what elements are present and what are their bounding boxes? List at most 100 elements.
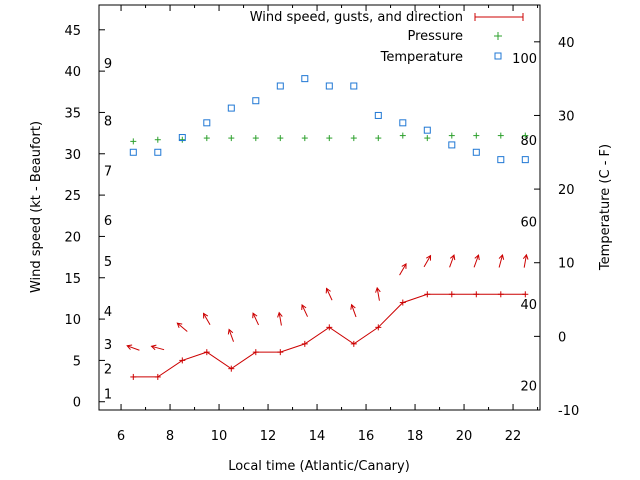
legend-temperature-marker — [494, 52, 502, 60]
temperature-point — [154, 148, 162, 156]
wind-speed-point — [130, 373, 137, 380]
wind-direction-arrow — [126, 344, 140, 351]
temperature-point — [178, 134, 186, 142]
x-tick-label: 22 — [505, 429, 522, 444]
beaufort-label: 5 — [104, 255, 112, 270]
beaufort-label: 8 — [104, 115, 112, 130]
beaufort-label: 3 — [104, 338, 112, 353]
arrow-head — [426, 254, 432, 261]
temperature-point — [325, 82, 333, 90]
pressure-point — [130, 138, 137, 145]
pressure-point — [252, 135, 259, 142]
wind-speed-point — [522, 291, 529, 298]
pressure-point — [326, 135, 333, 142]
temperature-point — [252, 97, 260, 105]
temperature-point — [374, 111, 382, 119]
y-left-tick-label: 40 — [64, 65, 81, 80]
wind-direction-arrow — [522, 253, 529, 268]
pressure-point — [154, 136, 161, 143]
pressure-point — [277, 135, 284, 142]
wind-speed-point — [301, 340, 308, 347]
fahrenheit-scale-labels: 20 40 60 80 100 — [512, 52, 537, 395]
arrow-shaft — [473, 254, 479, 268]
wind-direction-arrow — [227, 328, 234, 342]
wind-speed-point — [424, 291, 431, 298]
y-right-tick-label: 10 — [558, 257, 575, 272]
pressure-point — [399, 132, 406, 139]
beaufort-label: 2 — [104, 363, 112, 378]
temperature-point — [497, 156, 505, 164]
wind-speed-point — [448, 291, 455, 298]
x-tick-label: 10 — [211, 429, 228, 444]
arrow-head — [325, 287, 331, 294]
fahrenheit-label: 20 — [520, 380, 537, 395]
wind-speed-point — [473, 291, 480, 298]
legend-temperature-label: Temperature — [380, 50, 463, 65]
arrow-shaft — [523, 254, 527, 268]
wind-speed-point — [154, 373, 161, 380]
temperature-point — [350, 82, 358, 90]
pressure-point — [179, 136, 186, 143]
arrow-shaft — [203, 313, 211, 325]
beaufort-label: 6 — [104, 214, 112, 229]
wind-direction-arrow — [498, 253, 505, 268]
legend-pressure-marker — [494, 32, 502, 40]
fahrenheit-label: 80 — [520, 134, 537, 149]
y-right-tick-label: 0 — [558, 330, 566, 345]
wind-speed-point — [277, 349, 284, 356]
right-axis-tick-labels: -10 0 10 20 30 40 — [558, 36, 579, 419]
temperature-point — [129, 148, 137, 156]
pressure-point — [203, 135, 210, 142]
x-tick-label: 18 — [407, 429, 424, 444]
x-tick-label: 6 — [117, 429, 125, 444]
arrow-head — [277, 311, 283, 318]
y-axis-left-label: Wind speed (kt - Beaufort) — [29, 121, 44, 293]
beaufort-label: 7 — [104, 164, 112, 179]
wind-direction-arrow — [423, 254, 432, 268]
wind-speed-point — [399, 299, 406, 306]
pressure-point — [301, 135, 308, 142]
pressure-point — [497, 132, 504, 139]
wind-direction-arrow — [176, 322, 188, 332]
arrow-shaft — [399, 263, 407, 276]
y-left-tick-label: 0 — [73, 396, 81, 411]
arrow-shaft — [326, 288, 333, 301]
pressure-point — [473, 132, 480, 139]
wind-speed-line — [133, 293, 526, 378]
temperature-point — [276, 82, 284, 90]
beaufort-label: 9 — [104, 57, 112, 72]
arrow-shaft — [301, 304, 309, 317]
x-axis-label: Local time (Atlantic/Canary) — [228, 459, 410, 474]
wind-direction-arrow — [150, 344, 165, 351]
arrow-shaft — [423, 255, 431, 268]
wind-speed-point — [350, 340, 357, 347]
temperature-point — [203, 119, 211, 127]
y-right-tick-label: 30 — [558, 109, 575, 124]
arrow-shaft — [498, 254, 503, 268]
wind-direction-arrow — [350, 303, 357, 318]
wind-direction-arrow — [473, 254, 480, 268]
series-layer — [126, 75, 529, 380]
arrow-head — [150, 344, 157, 351]
x-tick-label: 12 — [260, 429, 277, 444]
wind-direction-arrow — [399, 262, 407, 276]
arrow-head — [401, 262, 407, 269]
y-right-tick-label: -10 — [558, 404, 579, 419]
y-axis-right-label: Temperature (C - F) — [598, 144, 613, 271]
y-left-tick-label: 30 — [64, 148, 81, 163]
temperature-point — [227, 104, 235, 112]
y-left-tick-label: 35 — [64, 106, 81, 121]
axis-ticks — [99, 5, 540, 411]
arrow-shaft — [228, 329, 234, 342]
y-left-tick-label: 15 — [64, 272, 81, 287]
wind-speed-point — [252, 349, 259, 356]
wind-direction-arrow — [375, 286, 381, 301]
y-left-tick-label: 5 — [73, 354, 81, 369]
x-tick-label: 16 — [358, 429, 375, 444]
temperature-point — [399, 119, 407, 127]
arrow-shaft — [127, 345, 140, 351]
arrow-head — [449, 254, 456, 261]
y-left-tick-label: 10 — [64, 313, 81, 328]
x-tick-label: 14 — [309, 429, 326, 444]
arrow-shaft — [176, 322, 188, 332]
